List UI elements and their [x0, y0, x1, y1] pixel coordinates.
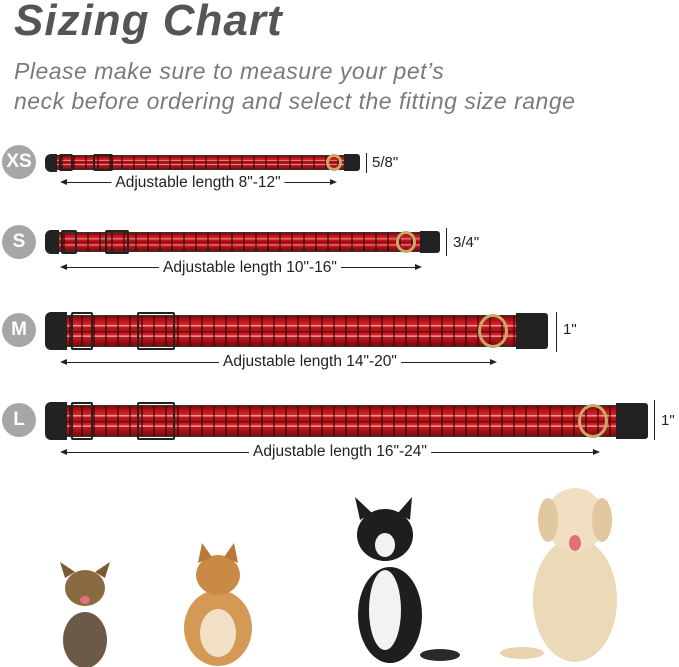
- length-label-xs: Adjustable length 8"-12": [111, 174, 285, 192]
- width-label-l: 1": [661, 412, 675, 429]
- width-arrow-m: [556, 312, 557, 352]
- width-label-m: 1": [563, 321, 577, 338]
- width-arrow-xs: [366, 153, 367, 173]
- length-label-s: Adjustable length 10"-16": [159, 259, 341, 277]
- size-badge-m: M: [2, 313, 36, 347]
- width-arrow-l: [654, 400, 655, 440]
- length-label-m: Adjustable length 14"-20": [219, 353, 401, 371]
- golden-retriever-dog-image: [500, 488, 617, 662]
- width-arrow-s: [446, 228, 447, 256]
- border-collie-dog-image: [355, 497, 460, 663]
- size-badge-l: L: [2, 403, 36, 437]
- subtitle-line-1: Please make sure to measure your pet’s: [14, 58, 445, 84]
- length-label-l: Adjustable length 16"-24": [249, 443, 431, 461]
- width-label-s: 3/4": [453, 234, 480, 251]
- pomeranian-dog-image: [184, 543, 252, 666]
- page-title: Sizing Chart: [14, 0, 283, 45]
- size-badge-s: S: [2, 225, 36, 259]
- yorkie-dog-image: [60, 562, 110, 667]
- collar-l: [45, 401, 648, 441]
- size-badge-xs: XS: [2, 145, 36, 179]
- collar-s: [45, 230, 440, 254]
- collar-m: [45, 311, 548, 351]
- subtitle-line-2: neck before ordering and select the fitt…: [14, 88, 576, 114]
- collar-xs: [45, 153, 360, 172]
- width-label-xs: 5/8": [372, 154, 399, 171]
